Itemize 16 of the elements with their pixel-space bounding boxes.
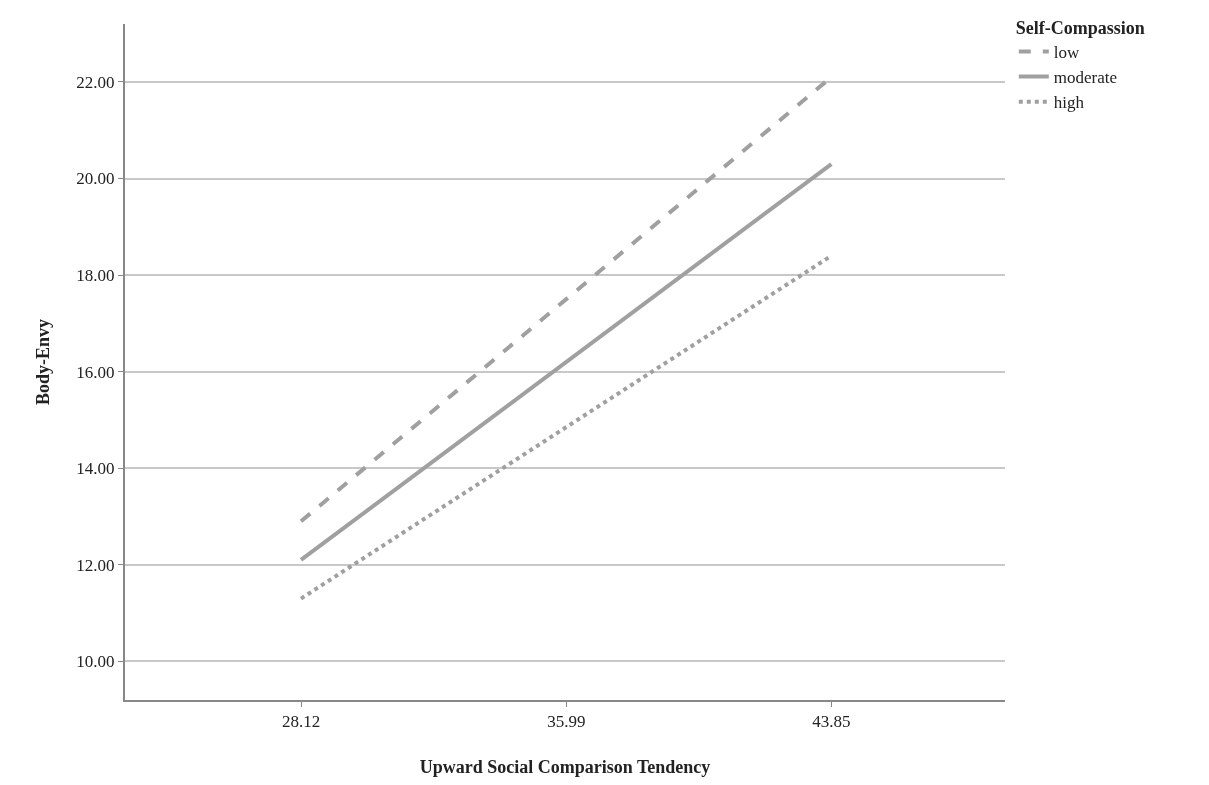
legend-label: low: [1053, 43, 1081, 63]
y-tick-label: 22.00: [76, 72, 115, 92]
x-tick-label: 43.85: [812, 712, 851, 732]
y-tick-label: 20.00: [76, 169, 115, 189]
y-tick-label: 16.00: [76, 362, 115, 382]
x-tick-label: 35.99: [547, 712, 586, 732]
legend-label: high: [1053, 93, 1085, 113]
y-tick-label: 10.00: [76, 652, 115, 672]
x-axis-title: Upward Social Comparison Tendency: [419, 757, 711, 777]
y-tick-label: 12.00: [76, 555, 115, 575]
legend-label: moderate: [1053, 68, 1118, 88]
legend-title: Self-Compassion: [1015, 17, 1145, 38]
y-tick-label: 14.00: [76, 459, 115, 479]
y-axis-title: Body-Envy: [33, 318, 54, 406]
y-tick-label: 18.00: [76, 266, 115, 286]
x-tick-label: 28.12: [281, 712, 321, 732]
